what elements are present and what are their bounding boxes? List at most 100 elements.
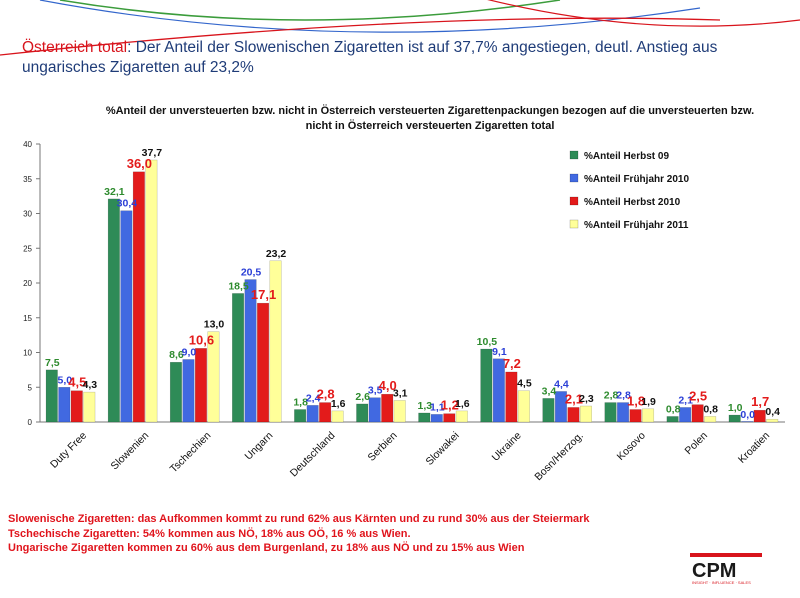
legend-swatch	[569, 173, 579, 183]
x-tick-label: Ukraine	[490, 430, 524, 464]
bar-8-0	[542, 398, 555, 423]
notes: Slowenische Zigaretten: das Aufkommen ko…	[8, 512, 590, 556]
data-label: 4,5	[68, 375, 86, 390]
data-label: 20,5	[241, 267, 262, 279]
bar-10-2	[691, 404, 704, 423]
bar-7-1	[492, 358, 505, 423]
bar-2-3	[207, 331, 220, 423]
bar-5-0	[356, 403, 369, 423]
bar-11-2	[753, 409, 766, 423]
bar-0-2	[70, 390, 83, 423]
bar-10-3	[704, 416, 717, 423]
bar-1-3	[145, 159, 158, 423]
headline: Österreich total: Der Anteil der Sloweni…	[22, 38, 762, 78]
y-tick-label: 40	[23, 140, 32, 149]
data-label: 8,6	[169, 349, 184, 361]
x-tick-label: Duty Free	[48, 430, 89, 471]
bar-2-2	[194, 348, 207, 423]
bar-7-3	[517, 390, 530, 423]
x-tick-label: Bosn/Herzog.	[532, 430, 585, 483]
bar-9-3	[642, 408, 655, 423]
bar-5-1	[368, 397, 381, 423]
y-tick-label: 30	[23, 210, 32, 219]
bar-6-2	[443, 413, 456, 423]
legend-swatch	[569, 219, 579, 229]
bar-5-3	[393, 400, 406, 423]
note-ungarn: Ungarische Zigaretten kommen zu 60% aus …	[8, 542, 525, 554]
bar-2-1	[182, 359, 195, 423]
chart-title: %Anteil der unversteuerten bzw. nicht in…	[105, 105, 755, 132]
x-tick-label: Kosovo	[615, 430, 648, 463]
logo-tagline: INSIGHT · INFLUENCE · SALES	[692, 580, 751, 585]
data-label: 1,6	[455, 398, 470, 410]
data-label: 2,1	[678, 394, 693, 406]
bar-1-1	[120, 210, 133, 423]
y-tick-label: 15	[23, 314, 32, 323]
data-label: 10,5	[477, 336, 498, 348]
bar-4-2	[319, 402, 332, 423]
legend-label: %Anteil Herbst 09	[584, 151, 669, 162]
legend-label: %Anteil Frühjahr 2011	[584, 220, 689, 231]
data-label: 3,4	[542, 385, 557, 397]
x-tick-label: Serbien	[365, 430, 399, 464]
bar-0-1	[58, 387, 71, 423]
bar-7-2	[505, 371, 518, 423]
note-tschechien: Tschechische Zigaretten: 54% kommen aus …	[8, 527, 411, 540]
bar-8-2	[567, 407, 580, 423]
data-label: 1,0	[728, 402, 743, 414]
data-label: 1,1	[430, 401, 445, 413]
decorative-swooshes	[0, 0, 800, 56]
bar-1-2	[132, 171, 145, 423]
data-label: 4,5	[517, 378, 532, 390]
data-label: 5,0	[57, 374, 72, 386]
data-label: 2,6	[355, 391, 370, 403]
data-label: 2,4	[306, 392, 321, 404]
x-tick-label: Deutschland	[288, 430, 338, 480]
bar-9-2	[629, 409, 642, 423]
y-tick-label: 20	[23, 279, 32, 288]
note-slowenien: Slowenische Zigaretten: das Aufkommen ko…	[8, 513, 590, 525]
data-label: 2,8	[317, 387, 335, 402]
data-label: 1,7	[751, 394, 769, 409]
x-tick-label: Slowenien	[108, 430, 151, 473]
bar-8-3	[579, 405, 592, 423]
bar-0-0	[45, 369, 58, 423]
data-label: 32,1	[104, 186, 125, 198]
bar-10-1	[679, 407, 692, 423]
bar-4-1	[306, 405, 319, 423]
bar-3-1	[244, 279, 257, 423]
bar-6-1	[430, 414, 443, 423]
data-label: 2,3	[579, 393, 594, 405]
bar-9-0	[604, 402, 617, 423]
data-label: 23,2	[266, 248, 287, 260]
y-tick-label: 0	[28, 418, 33, 427]
bar-4-3	[331, 410, 344, 423]
bar-1-0	[107, 198, 120, 423]
data-label: 36,0	[127, 156, 152, 171]
data-label: 4,0	[379, 378, 397, 393]
data-label: 2,8	[604, 390, 619, 402]
y-tick-label: 5	[28, 383, 33, 392]
data-label: 0,4	[765, 406, 780, 418]
bar-10-0	[666, 416, 679, 423]
y-tick-label: 10	[23, 349, 32, 358]
legend-swatch	[569, 150, 579, 160]
bar-7-0	[480, 348, 493, 423]
bar-11-1	[741, 421, 754, 423]
x-tick-label: Polen	[683, 430, 711, 458]
data-label: 0,8	[666, 403, 681, 415]
bar-3-0	[232, 293, 245, 423]
data-label: 17,1	[251, 287, 276, 302]
data-label: 4,3	[82, 379, 97, 391]
x-tick-label: Ungarn	[243, 430, 276, 463]
legend-label: %Anteil Frühjahr 2010	[584, 174, 689, 185]
data-label: 2,8	[616, 390, 631, 402]
data-label: 1,8	[293, 396, 308, 408]
data-label: 10,6	[189, 332, 214, 347]
bar-3-3	[269, 260, 282, 423]
data-label: 1,2	[441, 398, 459, 413]
bar-3-2	[257, 302, 270, 423]
cpm-logo: CPM INSIGHT · INFLUENCE · SALES	[690, 553, 762, 585]
x-tick-label: Kroatien	[736, 430, 772, 466]
legend-label: %Anteil Herbst 2010	[584, 197, 681, 208]
